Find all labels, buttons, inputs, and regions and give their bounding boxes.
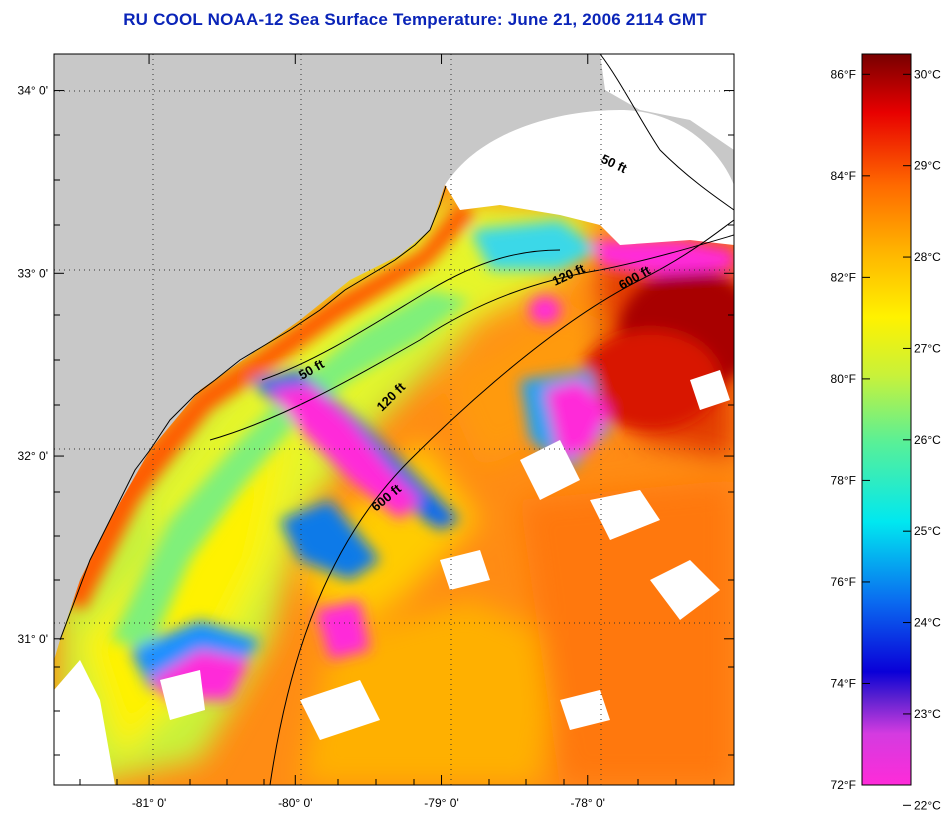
latitude-tick-label: 31° 0' xyxy=(18,632,48,646)
colorbar-celsius-label: 26°C xyxy=(914,433,941,447)
latitude-tick-marks xyxy=(54,90,734,640)
colorbar-fahrenheit-ticks: 86°F 84°F 82°F 80°F 78°F 76°F 74°F 72°F xyxy=(831,67,870,792)
colorbar-fahrenheit-label: 80°F xyxy=(831,372,856,386)
longitude-tick-marks xyxy=(148,54,589,785)
colorbar-fahrenheit-label: 74°F xyxy=(831,676,856,690)
colorbar-celsius-label: 30°C xyxy=(914,67,941,81)
colorbar-fahrenheit-label: 78°F xyxy=(831,473,856,487)
land xyxy=(54,54,734,660)
latitude-tick-label: 34° 0' xyxy=(18,84,48,98)
colorbar-fahrenheit-label: 84°F xyxy=(831,169,856,183)
colorbar-celsius-label: 25°C xyxy=(914,524,941,538)
minor-ticks xyxy=(54,134,734,785)
colorbar-celsius-label: 22°C xyxy=(914,798,941,812)
colorbar-celsius-label: 23°C xyxy=(914,707,941,721)
map-title: RU COOL NOAA-12 Sea Surface Temperature:… xyxy=(123,10,707,29)
colorbar-gradient xyxy=(862,54,911,785)
colorbar: 86°F 84°F 82°F 80°F 78°F 76°F 74°F 72°F 30°C 29°… xyxy=(831,53,941,812)
colorbar-celsius-label: 24°C xyxy=(914,616,941,630)
grid-lines xyxy=(54,54,734,785)
longitude-tick-label: -80° 0' xyxy=(278,796,312,810)
longitude-tick-label: -81° 0' xyxy=(132,796,166,810)
map-frame xyxy=(53,53,735,786)
colorbar-fahrenheit-label: 82°F xyxy=(831,270,856,284)
no-data-areas xyxy=(54,54,734,785)
colorbar-fahrenheit-label: 72°F xyxy=(831,778,856,792)
colorbar-celsius-ticks: 30°C 29°C 28°C 27°C 26°C 25°C 24°C 23°C 22°C xyxy=(903,67,941,812)
latitude-tick-label: 33° 0' xyxy=(18,266,48,280)
longitude-tick-label: -78° 0' xyxy=(571,796,605,810)
bathymetry-contours xyxy=(209,54,734,785)
colorbar-fahrenheit-label: 76°F xyxy=(831,575,856,589)
colorbar-celsius-label: 27°C xyxy=(914,341,941,355)
colorbar-celsius-label: 29°C xyxy=(914,159,941,173)
coastline xyxy=(59,185,447,641)
sst-map-plot: 50 ft 120 ft 600 ft 50 ft 120 ft 600 ft xyxy=(54,54,734,785)
longitude-tick-label: -79° 0' xyxy=(424,796,458,810)
colorbar-fahrenheit-label: 86°F xyxy=(831,67,856,81)
latitude-tick-labels: 34° 0' 33° 0' 32° 0' 31° 0' xyxy=(18,84,48,646)
colorbar-celsius-label: 28°C xyxy=(914,250,941,264)
colorbar-frame xyxy=(861,53,912,786)
latitude-tick-label: 32° 0' xyxy=(18,449,48,463)
longitude-tick-labels: -81° 0' -80° 0' -79° 0' -78° 0' xyxy=(132,796,605,810)
sst-features xyxy=(60,176,734,700)
